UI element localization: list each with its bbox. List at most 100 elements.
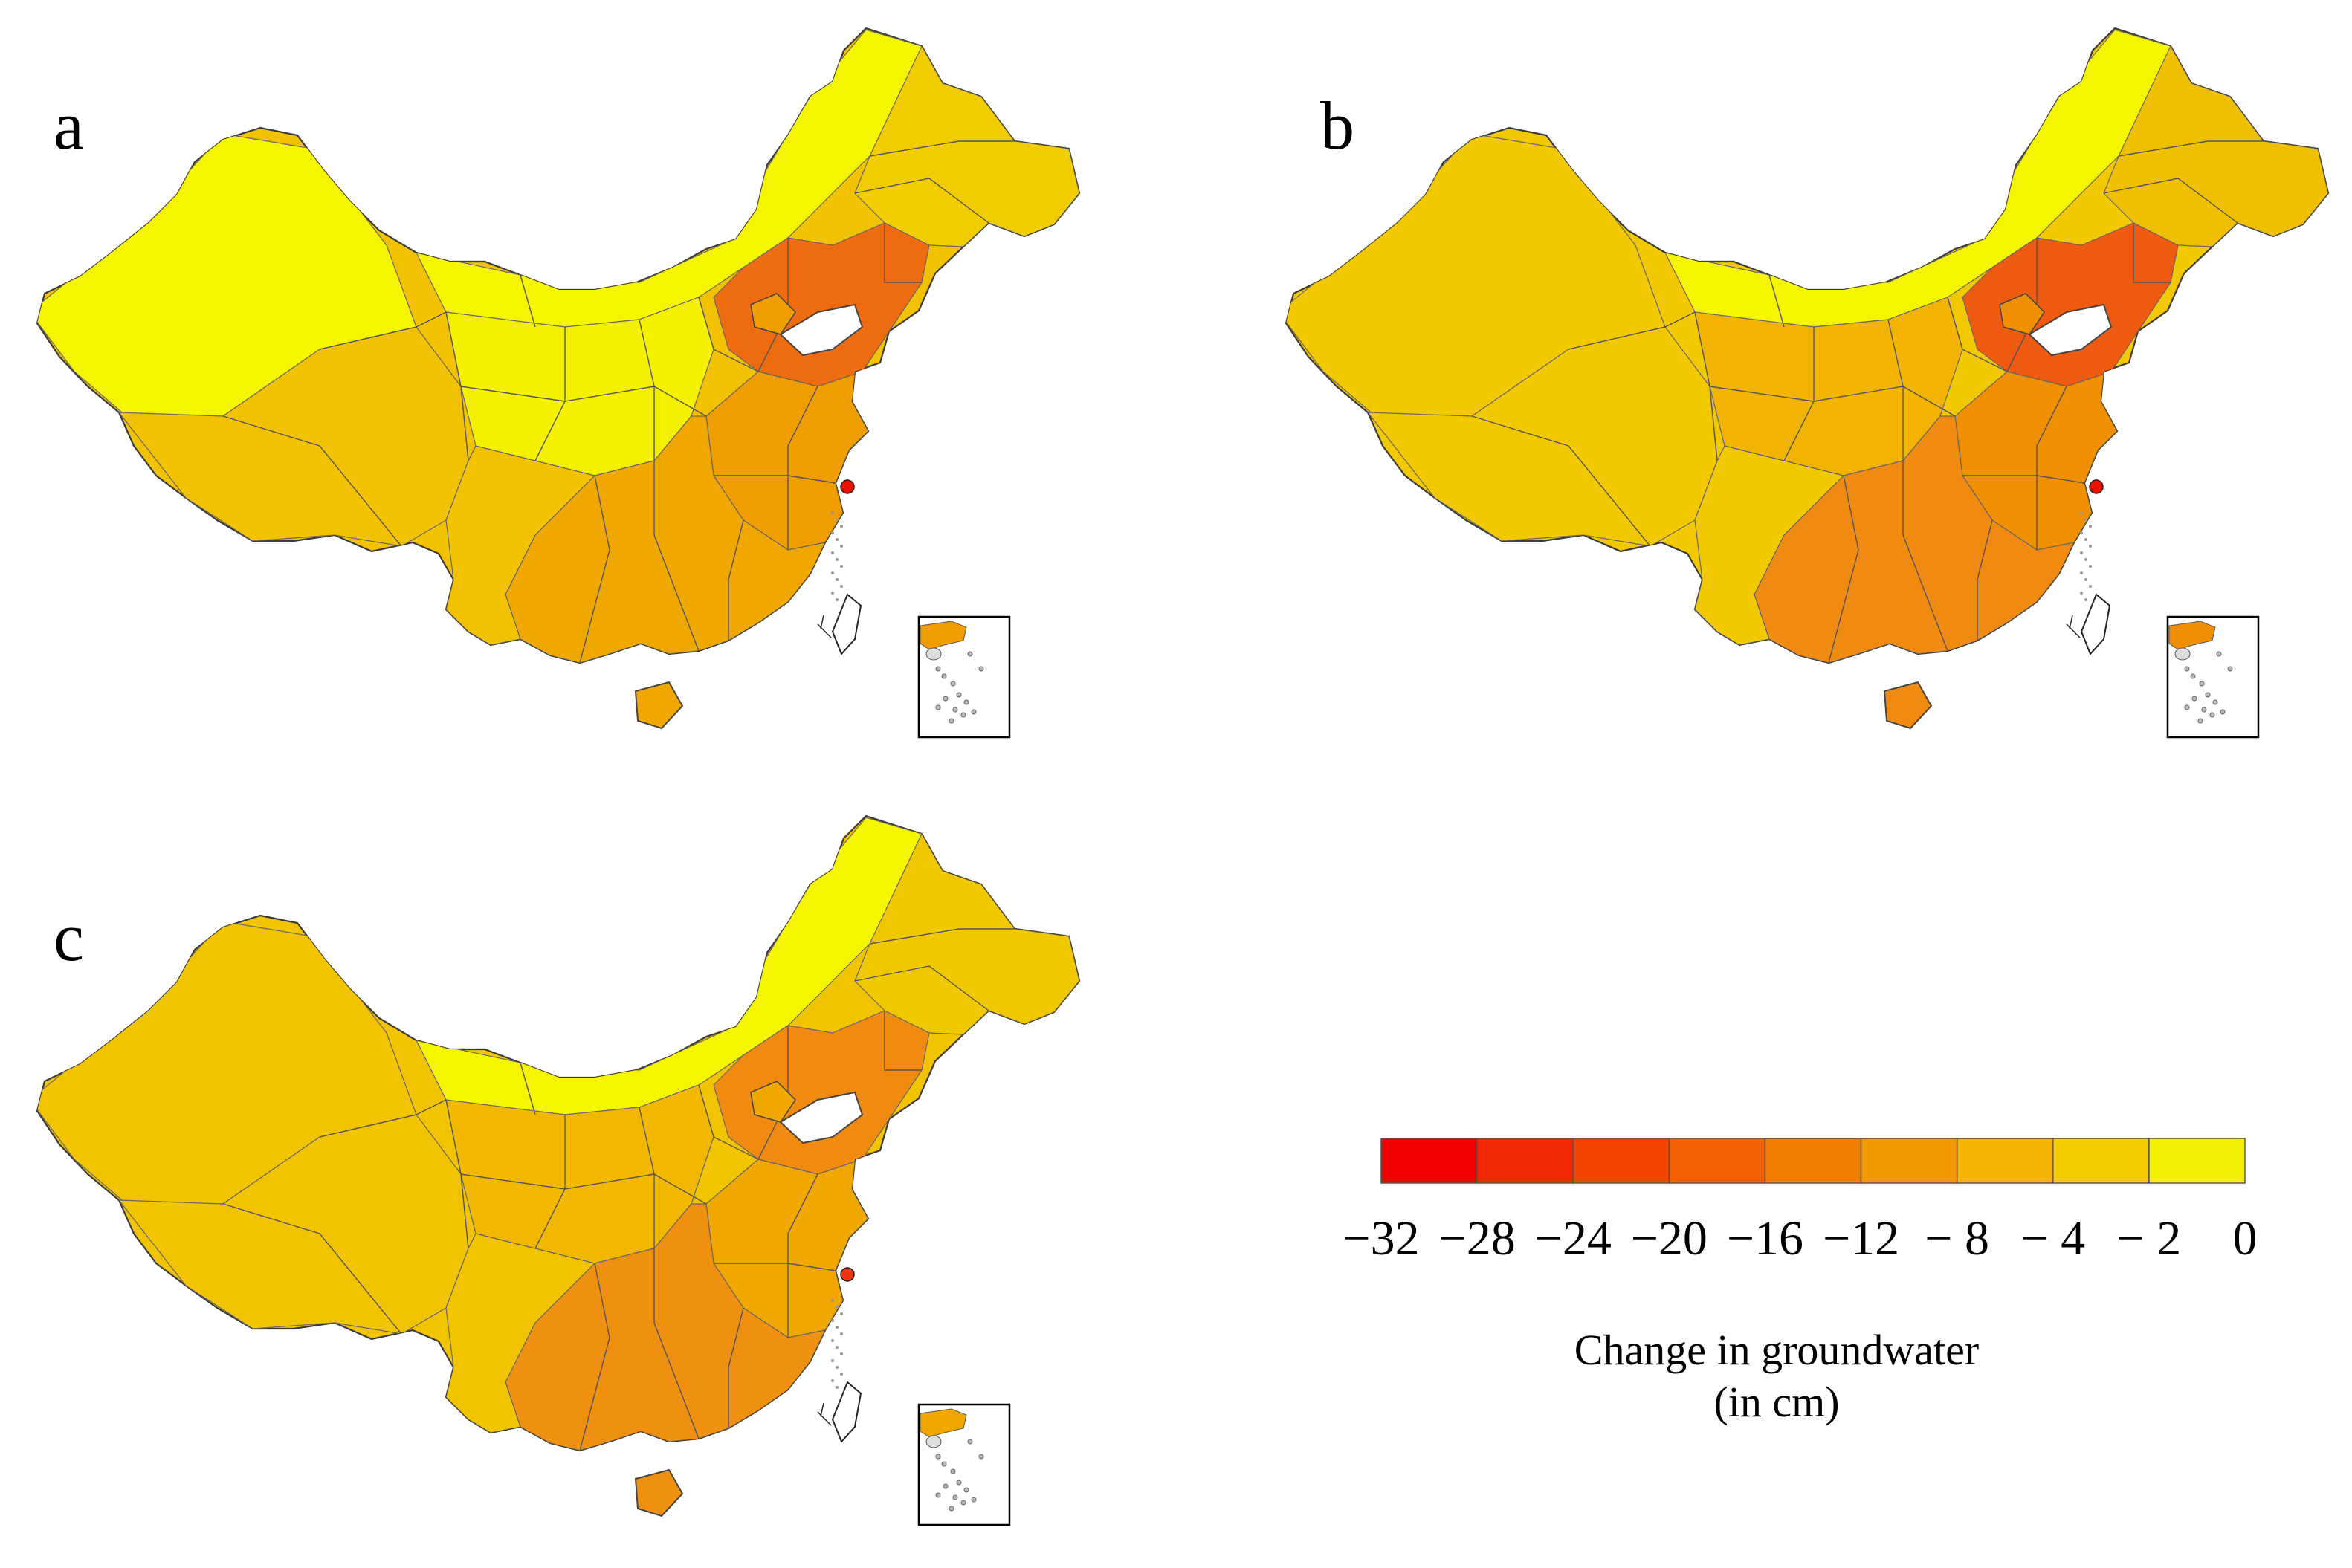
coastal-island <box>831 571 834 574</box>
inset-island-dot <box>956 1480 962 1486</box>
coastal-island <box>2080 531 2083 534</box>
map-panel-a <box>36 27 1081 739</box>
coastal-island <box>831 1299 834 1302</box>
province-boundary <box>1768 274 1785 328</box>
province-boundary <box>534 327 566 461</box>
inset-island-dot <box>967 651 973 657</box>
legend-color-bar <box>1380 1138 2246 1184</box>
inset-mainland <box>920 621 967 650</box>
south-china-sea-inset <box>2166 615 2260 739</box>
inset-island <box>925 1435 942 1448</box>
coastal-island <box>836 1306 839 1309</box>
inset-island-dot <box>2191 696 2197 702</box>
coastal-island <box>836 1326 839 1329</box>
inset-island-dot <box>935 666 941 672</box>
inset-island-dot <box>978 1454 984 1460</box>
inset-island-dot <box>967 1439 973 1445</box>
taiwan-island <box>831 593 862 655</box>
hainan-island <box>634 681 684 730</box>
legend-tick-label: −24 <box>1535 1211 1612 1266</box>
coastal-island <box>831 531 834 534</box>
province-boundary <box>1471 415 1651 547</box>
inset-island-dot <box>943 1483 949 1489</box>
bohai-sea <box>2028 303 2113 357</box>
coastal-island <box>840 1373 843 1376</box>
legend-bin <box>2052 1138 2150 1184</box>
inset-island-dot <box>952 1494 958 1500</box>
province-boundary <box>1977 519 1993 641</box>
china-map-a <box>36 27 1081 739</box>
panel-label-b: b <box>1320 88 1354 163</box>
coastal-island <box>2084 578 2087 581</box>
coastal-island <box>840 1312 843 1315</box>
coastal-island <box>2089 545 2092 548</box>
inset-island-dot <box>2209 712 2215 718</box>
province-boundary <box>698 297 759 372</box>
inset-island-dot <box>941 1461 947 1467</box>
inset-island-dot <box>2184 666 2190 672</box>
province-boundary <box>714 1263 836 1271</box>
south-china-sea-inset <box>917 1403 1011 1526</box>
province-boundary <box>520 1062 536 1115</box>
inset-island <box>925 647 942 661</box>
coastal-island <box>831 511 834 514</box>
coastal-island <box>2084 518 2087 521</box>
inset-island-dot <box>941 673 947 679</box>
inset-island-dot <box>949 718 954 724</box>
inset-island-dot <box>950 681 956 687</box>
inset-island-dot <box>2201 707 2207 713</box>
inset-island-dot <box>935 704 941 710</box>
province-boundary <box>869 928 1015 945</box>
inset-island-dot <box>978 666 984 672</box>
legend-bin <box>1380 1138 1478 1184</box>
province-boundary <box>1902 461 1948 652</box>
coastal-island <box>2080 592 2083 595</box>
province-boundary <box>1568 311 1696 350</box>
island-outline <box>817 1402 832 1426</box>
legend-tick-label: −28 <box>1438 1211 1515 1266</box>
province-boundary <box>1962 475 2085 484</box>
coastal-island <box>2080 511 2083 514</box>
inset-island-dot <box>2227 666 2233 672</box>
legend-bin <box>2148 1138 2246 1184</box>
region-south <box>1754 415 2075 663</box>
region-south <box>505 1203 827 1451</box>
province-boundary <box>2133 223 2171 283</box>
legend-bin <box>1764 1138 1862 1184</box>
china-map-c <box>36 814 1081 1526</box>
island-outline <box>2066 615 2081 638</box>
province-boundary <box>884 1011 922 1071</box>
province-boundary <box>728 1307 744 1428</box>
legend-bin <box>1476 1138 1574 1184</box>
legend-tick-label: −20 <box>1631 1211 1708 1266</box>
legend-bin <box>1860 1138 1958 1184</box>
province-boundary <box>884 223 922 283</box>
inset-island-dot <box>935 1492 941 1498</box>
province-boundary <box>728 519 744 641</box>
legend-bin <box>1956 1138 2054 1184</box>
map-panel-c <box>36 814 1081 1526</box>
inset-island-dot <box>952 707 958 713</box>
inset-island-dot <box>2199 681 2205 687</box>
coastal-island <box>836 538 839 541</box>
inset-island <box>2174 647 2191 661</box>
inset-island-dot <box>960 712 966 718</box>
taiwan-island <box>831 1381 862 1443</box>
legend-tick-label: − 2 <box>2117 1211 2182 1266</box>
inset-island-dot <box>935 1454 941 1460</box>
region-south <box>505 415 827 663</box>
coastal-island <box>831 551 834 554</box>
legend-tick-label: −32 <box>1343 1211 1419 1266</box>
coastal-island <box>831 1339 834 1342</box>
inset-island-dot <box>943 696 949 702</box>
inset-island-dot <box>949 1506 954 1512</box>
inset-mainland <box>2168 621 2216 650</box>
inset-island-dot <box>963 699 969 705</box>
coastal-island <box>836 578 839 581</box>
coastal-island <box>2089 525 2092 528</box>
province-boundary <box>714 475 836 484</box>
province-boundary <box>653 461 700 652</box>
coastal-island <box>840 1352 843 1355</box>
province-boundary <box>869 140 1015 157</box>
